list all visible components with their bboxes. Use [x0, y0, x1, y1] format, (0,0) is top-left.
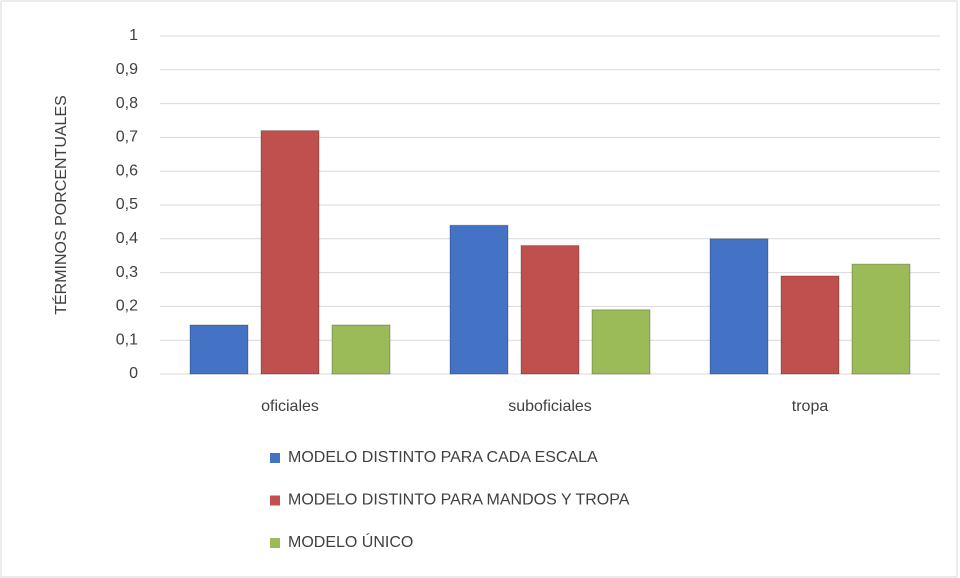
y-tick-label: 0,2 [116, 298, 138, 315]
bar [591, 309, 651, 375]
y-tick-label: 0,6 [116, 162, 138, 179]
legend-label: MODELO DISTINTO PARA CADA ESCALA [288, 449, 598, 466]
y-tick-label: 0,8 [116, 95, 138, 112]
y-tick-label: 0,1 [116, 331, 138, 348]
legend-label: MODELO ÚNICO [288, 532, 413, 551]
legend-swatch [270, 538, 280, 548]
bar [449, 224, 509, 375]
bar [520, 245, 580, 375]
bar [780, 275, 840, 375]
y-tick-label: 1 [129, 27, 138, 44]
bar [260, 130, 320, 375]
x-tick-label: oficiales [261, 398, 319, 415]
x-tick-label: suboficiales [508, 398, 592, 415]
y-tick-label: 0,5 [116, 196, 138, 213]
legend-label: MODELO DISTINTO PARA MANDOS Y TROPA [288, 492, 630, 509]
y-tick-label: 0,4 [116, 230, 138, 247]
y-tick-label: 0 [129, 365, 138, 382]
x-tick-label: tropa [792, 398, 829, 415]
legend-swatch [270, 453, 280, 463]
y-axis-title: TÉRMINOS PORCENTUALES [51, 95, 70, 315]
y-tick-label: 0,3 [116, 264, 138, 281]
bar [851, 263, 911, 375]
bar [709, 238, 769, 375]
y-tick-label: 0,9 [116, 61, 138, 78]
bar [331, 324, 391, 375]
y-tick-label: 0,7 [116, 129, 138, 146]
legend-swatch [270, 495, 280, 506]
bar [189, 324, 249, 375]
